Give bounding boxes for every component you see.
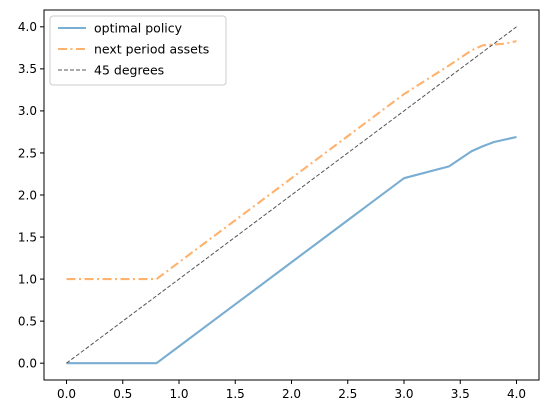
- x-tick-label: 0.0: [57, 387, 76, 401]
- x-tick-label: 0.5: [113, 387, 132, 401]
- y-tick-label: 0.0: [18, 356, 37, 370]
- x-tick-label: 4.0: [507, 387, 526, 401]
- y-tick-label: 2.0: [18, 188, 37, 202]
- x-tick-label: 2.0: [282, 387, 301, 401]
- legend: optimal policy next period assets 45 degre…: [49, 15, 227, 86]
- y-tick-label: 2.5: [18, 146, 37, 160]
- x-axis: 0.0 0.5 1.0 1.5 2.0 2.5 3.0 3.5 4.0: [57, 380, 526, 401]
- legend-label: optimal policy: [94, 21, 183, 36]
- x-tick-label: 3.5: [451, 387, 470, 401]
- x-tick-label: 1.5: [226, 387, 245, 401]
- x-tick-label: 2.5: [338, 387, 357, 401]
- y-tick-label: 3.5: [18, 62, 37, 76]
- series-layer: [66, 26, 517, 365]
- x-tick-label: 1.0: [169, 387, 188, 401]
- y-tick-label: 1.5: [18, 230, 37, 244]
- y-tick-label: 1.0: [18, 272, 37, 286]
- y-tick-label: 3.0: [18, 104, 37, 118]
- series-line-0: [66, 135, 517, 365]
- legend-box: [49, 15, 227, 86]
- series-line-2: [66, 26, 517, 364]
- series-line-1: [66, 40, 517, 281]
- y-axis: 0.0 0.5 1.0 1.5 2.0 2.5 3.0 3.5 4.0: [18, 20, 44, 370]
- y-tick-label: 4.0: [18, 20, 37, 34]
- legend-label: 45 degrees: [94, 63, 164, 78]
- x-tick-label: 3.0: [394, 387, 413, 401]
- legend-label: next period assets: [94, 42, 209, 57]
- y-tick-label: 0.5: [18, 314, 37, 328]
